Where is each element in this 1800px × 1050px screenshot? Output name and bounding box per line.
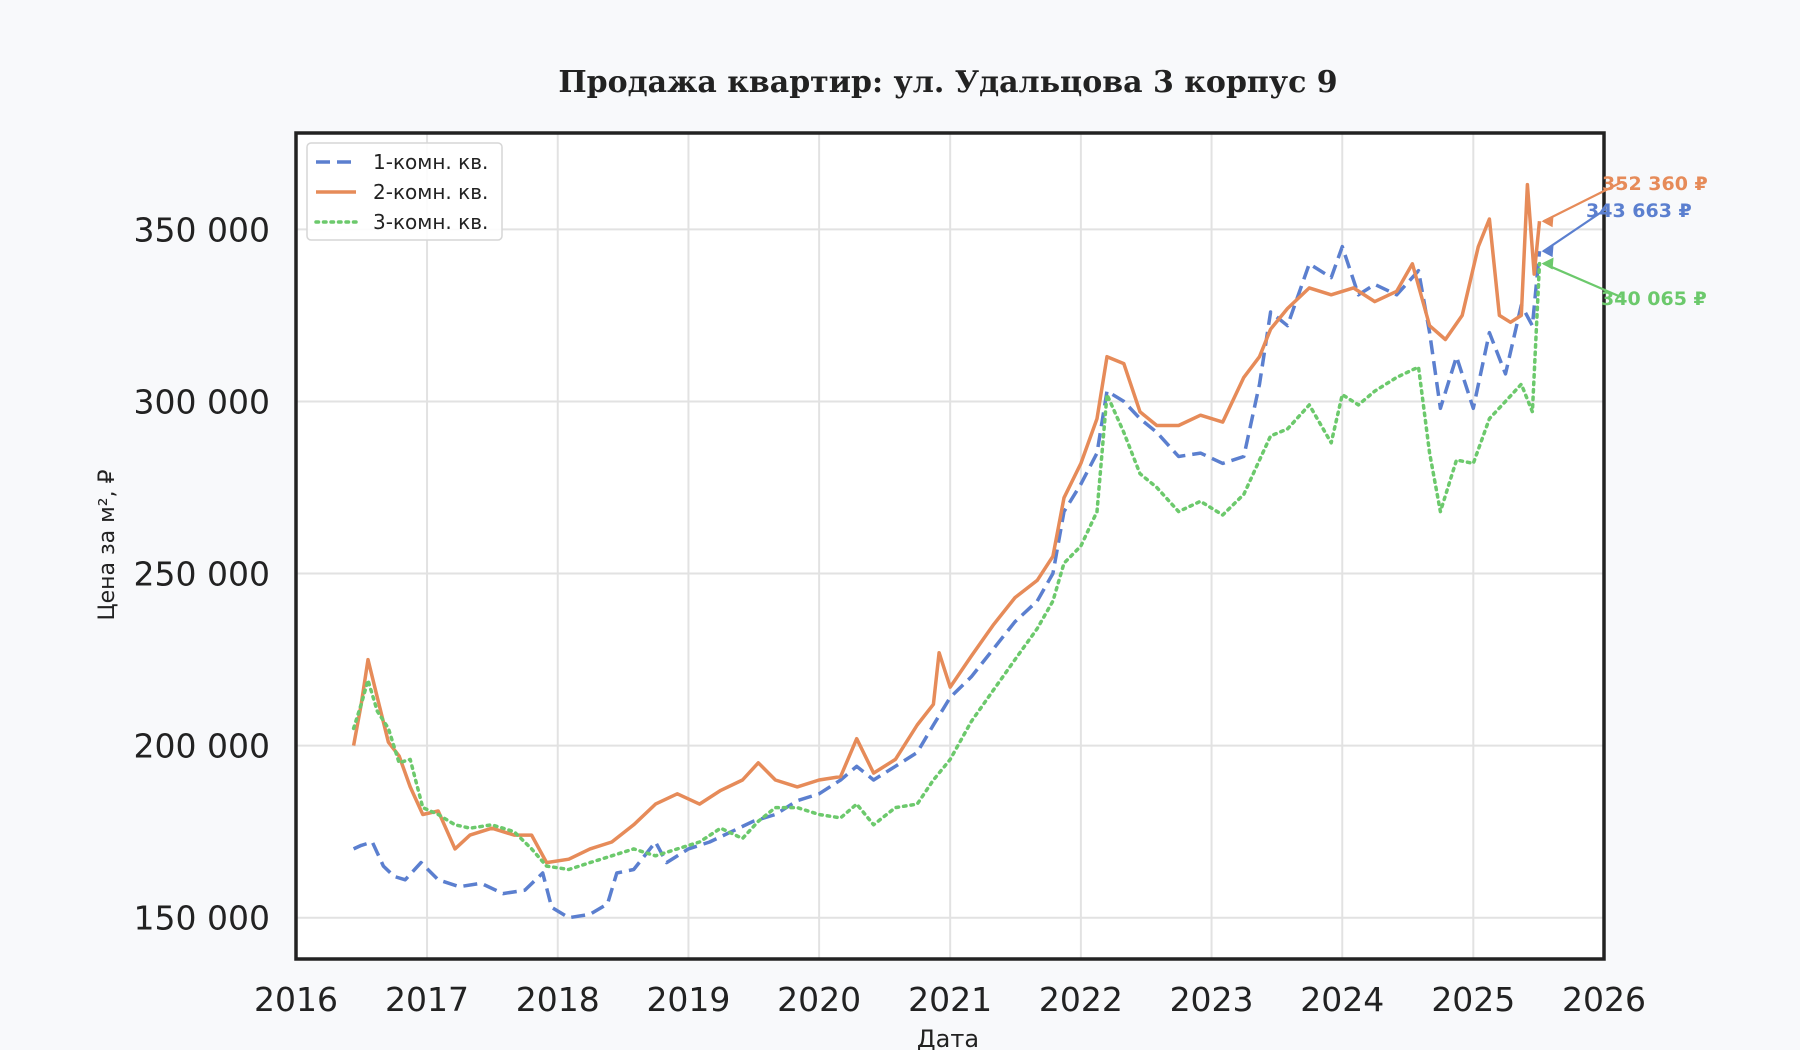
y-tick-label: 250 000 — [134, 555, 270, 594]
legend-label: 3-комн. кв. — [373, 210, 488, 234]
x-tick-label: 2022 — [1039, 980, 1123, 1019]
x-tick-label: 2018 — [516, 980, 600, 1019]
x-tick-label: 2025 — [1431, 980, 1515, 1019]
series-line-1 — [352, 244, 1542, 920]
y-axis-label: Цена за м², ₽ — [95, 469, 120, 620]
legend-label: 2-комн. кв. — [373, 180, 488, 204]
annotation-arrowhead — [1541, 245, 1554, 258]
x-tick-label: 2016 — [254, 980, 338, 1019]
annotation-arrowhead — [1541, 257, 1554, 270]
annotation-arrow — [1542, 208, 1607, 253]
y-tick-label: 200 000 — [134, 727, 270, 766]
last-value-label: 343 663 ₽ — [1586, 200, 1692, 222]
x-tick-label: 2023 — [1170, 980, 1254, 1019]
legend: 1-комн. кв. 2-комн. кв. 3-комн. кв. — [306, 142, 503, 241]
annotation-arrowhead — [1541, 215, 1554, 228]
grid — [295, 133, 1605, 959]
series-line-2 — [351, 182, 1542, 865]
legend-label: 1-комн. кв. — [373, 150, 488, 174]
y-tick-label: 150 000 — [134, 899, 270, 938]
annotation-arrow — [1543, 181, 1623, 223]
chart-title: Продажа квартир: ул. Удальцова 3 корпус … — [558, 65, 1337, 100]
y-axis-ticks: 150 000 200 000 250 000 300 000 350 000 — [134, 210, 270, 937]
x-tick-label: 2026 — [1562, 980, 1646, 1019]
plot-frame — [294, 131, 1606, 961]
x-tick-label: 2017 — [385, 980, 469, 1019]
x-axis-label: Дата — [917, 1025, 979, 1050]
x-tick-label: 2021 — [908, 980, 992, 1019]
x-tick-label: 2019 — [646, 980, 730, 1019]
last-value-annotations: 343 663 ₽ 352 360 ₽ 340 065 ₽ — [1541, 173, 1708, 310]
annotation-arrow — [1543, 262, 1622, 299]
last-value-label: 352 360 ₽ — [1602, 173, 1708, 195]
series-line-3 — [351, 261, 1542, 872]
last-value-label: 340 065 ₽ — [1601, 288, 1707, 310]
y-tick-label: 350 000 — [134, 210, 270, 249]
x-tick-label: 2024 — [1300, 980, 1384, 1019]
legend-box — [306, 142, 503, 241]
y-tick-label: 300 000 — [134, 382, 270, 421]
x-axis-ticks: 2016 2017 2018 2019 2020 2021 2022 2023 2024 2025… — [254, 980, 1646, 1019]
series-lines — [351, 182, 1542, 920]
x-tick-label: 2020 — [777, 980, 861, 1019]
